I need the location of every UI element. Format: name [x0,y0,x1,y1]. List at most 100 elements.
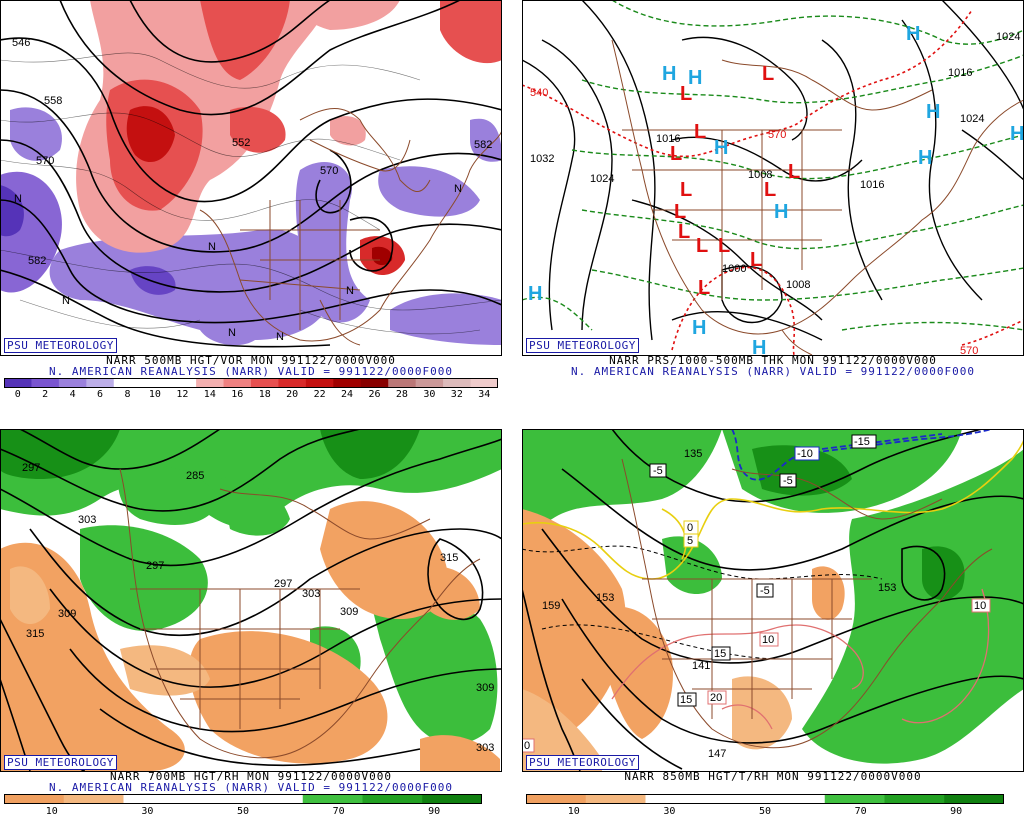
temperature-label: 15 [680,694,692,706]
colorbar-swatch [4,794,65,804]
colorbar-swatch [223,378,252,388]
colorbar-tick-label: 14 [203,389,216,400]
contour-label: 570 [36,155,54,167]
colorbar-swatch [168,378,197,388]
temperature-label: -15 [854,436,870,448]
contour-label: 303 [78,514,96,526]
colorbar-swatch [305,378,334,388]
temperature-box-label: -5 [779,473,797,488]
panel-850mb-t-rh: 135 159 153 141 147 153 -5 -5 -5 -10 -15… [522,429,1024,819]
colorbar-swatch [470,378,498,388]
colorbar-ticks: 0 2 4 6 8 10 12 14 16 18 20 22 24 26 28 30 32 34 [4,389,498,401]
contour-label: 153 [878,582,896,594]
colorbar-tick-label: 10 [45,806,58,817]
contour-label: 159 [542,600,560,612]
contour-label: 309 [58,608,76,620]
high-pressure-marker: H [926,101,940,123]
temperature-label: -5 [760,585,770,597]
contour-label: 570 [320,165,338,177]
colorbar-swatch [86,378,115,388]
low-pressure-marker: L [678,221,690,243]
temperature-box-label: 10 [971,598,991,613]
high-pressure-marker: H [714,137,728,159]
contour-label: 582 [28,255,46,267]
contour-label: 309 [340,606,358,618]
temperature-box-label: 0 [683,520,699,535]
colorbar-swatch [302,794,363,804]
temperature-box-label: 15 [711,646,731,661]
contour-label: 558 [44,95,62,107]
temperature-label: -5 [653,465,663,477]
colorbar-tick-label: 20 [286,389,299,400]
contour-label: 315 [26,628,44,640]
colorbar-ticks: 10 30 50 70 90 [526,806,1004,818]
colorbar-tick-label: 28 [395,389,408,400]
colorbar-swatch [884,794,945,804]
low-pressure-marker: L [670,143,682,165]
psu-meteorology-brand: PSU METEOROLOGY [4,338,117,353]
temperature-box-label: -5 [649,463,667,478]
colorbar-tick-label: 90 [950,806,963,817]
colorbar-swatch [824,794,885,804]
vorticity-minimum-label: N [228,327,236,339]
high-pressure-marker: H [692,317,706,339]
high-pressure-marker: H [688,67,702,89]
temperature-box-label: 15 [677,692,697,707]
temperature-label: -5 [783,475,793,487]
vorticity-minimum-label: N [14,193,22,205]
contour-label: 153 [596,592,614,604]
panel-pressure-thickness: H H H H H H H H H H H L L L L L L L L L … [522,0,1024,404]
colorbar-swatch [333,378,362,388]
low-pressure-marker: L [764,179,776,201]
vorticity-minimum-label: N [454,183,462,195]
contour-label: 315 [440,552,458,564]
isobar-label: 1016 [860,179,884,191]
high-pressure-marker: H [528,283,542,305]
rh-colorbar [526,794,1004,804]
colorbar-swatch [4,378,32,388]
temperature-label: 0 [687,522,693,534]
colorbar-swatch [196,378,225,388]
high-pressure-marker: H [918,147,932,169]
temperature-label: 10 [974,600,986,612]
colorbar-tick-label: 24 [341,389,354,400]
colorbar-tick-label: 50 [236,806,250,817]
temperature-box-label: 0 [522,738,535,753]
colorbar-swatch [944,794,1004,804]
colorbar-swatch [31,378,60,388]
colorbar-tick-label: 70 [854,806,867,817]
colorbar-tick-label: 30 [141,806,154,817]
vorticity-minimum-label: N [208,241,216,253]
high-pressure-marker: H [1010,123,1024,145]
map-500mb: 546 558 570 582 552 570 582 N N N N N N … [0,0,502,355]
colorbar-tick-label: 30 [423,389,436,400]
temperature-box-label: -15 [851,434,877,449]
colorbar-tick-label: 6 [97,389,104,400]
contour-label: 546 [12,37,30,49]
colorbar-tick-label: 30 [663,806,676,817]
temperature-box-label: 20 [707,690,727,705]
colorbar-border [4,378,498,388]
colorbar-swatch [362,794,423,804]
colorbar-swatch [705,794,766,804]
temperature-label: 5 [687,535,693,547]
colorbar-tick-label: 16 [231,389,244,400]
colorbar-tick-label: 0 [14,389,21,400]
contour-label: 582 [474,139,492,151]
vorticity-colorbar [4,378,498,388]
vorticity-minimum-label: N [346,285,354,297]
panel-700mb-rh: 297 303 285 297 297 303 309 315 309 315 … [0,429,502,819]
low-pressure-marker: L [680,83,692,105]
colorbar-tick-label: 18 [258,389,271,400]
colorbar-swatch [585,794,646,804]
thickness-label: 570 [768,129,786,141]
low-pressure-marker: L [696,235,708,257]
contour-label: 297 [22,462,40,474]
colorbar-border [526,794,1004,804]
map-850mb: 135 159 153 141 147 153 -5 -5 -5 -10 -15… [522,429,1024,771]
rh-colorbar [4,794,482,804]
colorbar-swatch [388,378,417,388]
isobar-label: 1008 [748,169,772,181]
chart-caption-valid: N. AMERICAN REANALYSIS (NARR) VALID = 99… [49,365,453,378]
low-pressure-marker: L [762,63,774,85]
